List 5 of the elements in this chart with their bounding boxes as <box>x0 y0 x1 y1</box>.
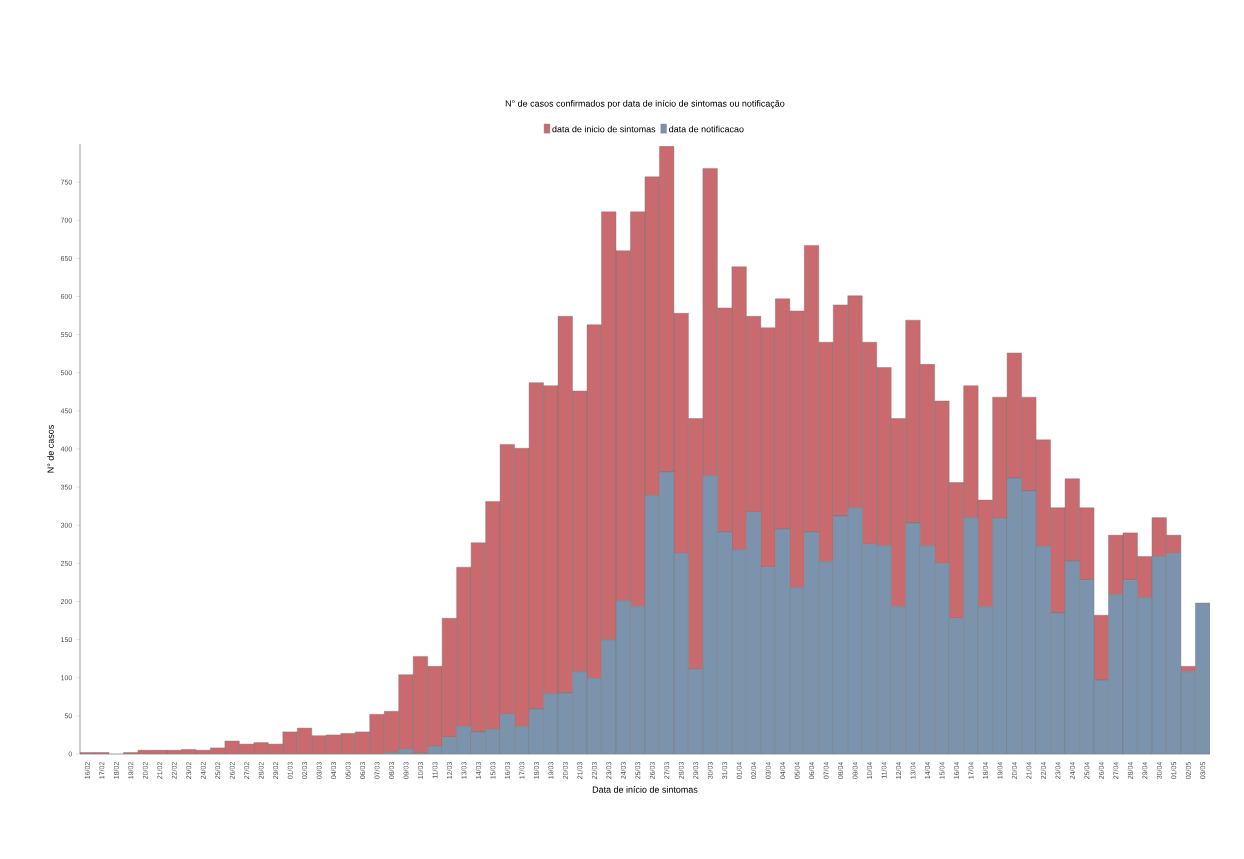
legend-label: data de inicio de sintomas <box>552 125 656 133</box>
chart-title: N° de casos confirmados por data de início de sintomas ou notificação <box>505 99 785 109</box>
legend-label: data de notificacao <box>669 125 744 133</box>
x-axis-title: Data de início de sintomas <box>592 786 698 793</box>
y-axis-title: N° de casos <box>47 425 54 473</box>
